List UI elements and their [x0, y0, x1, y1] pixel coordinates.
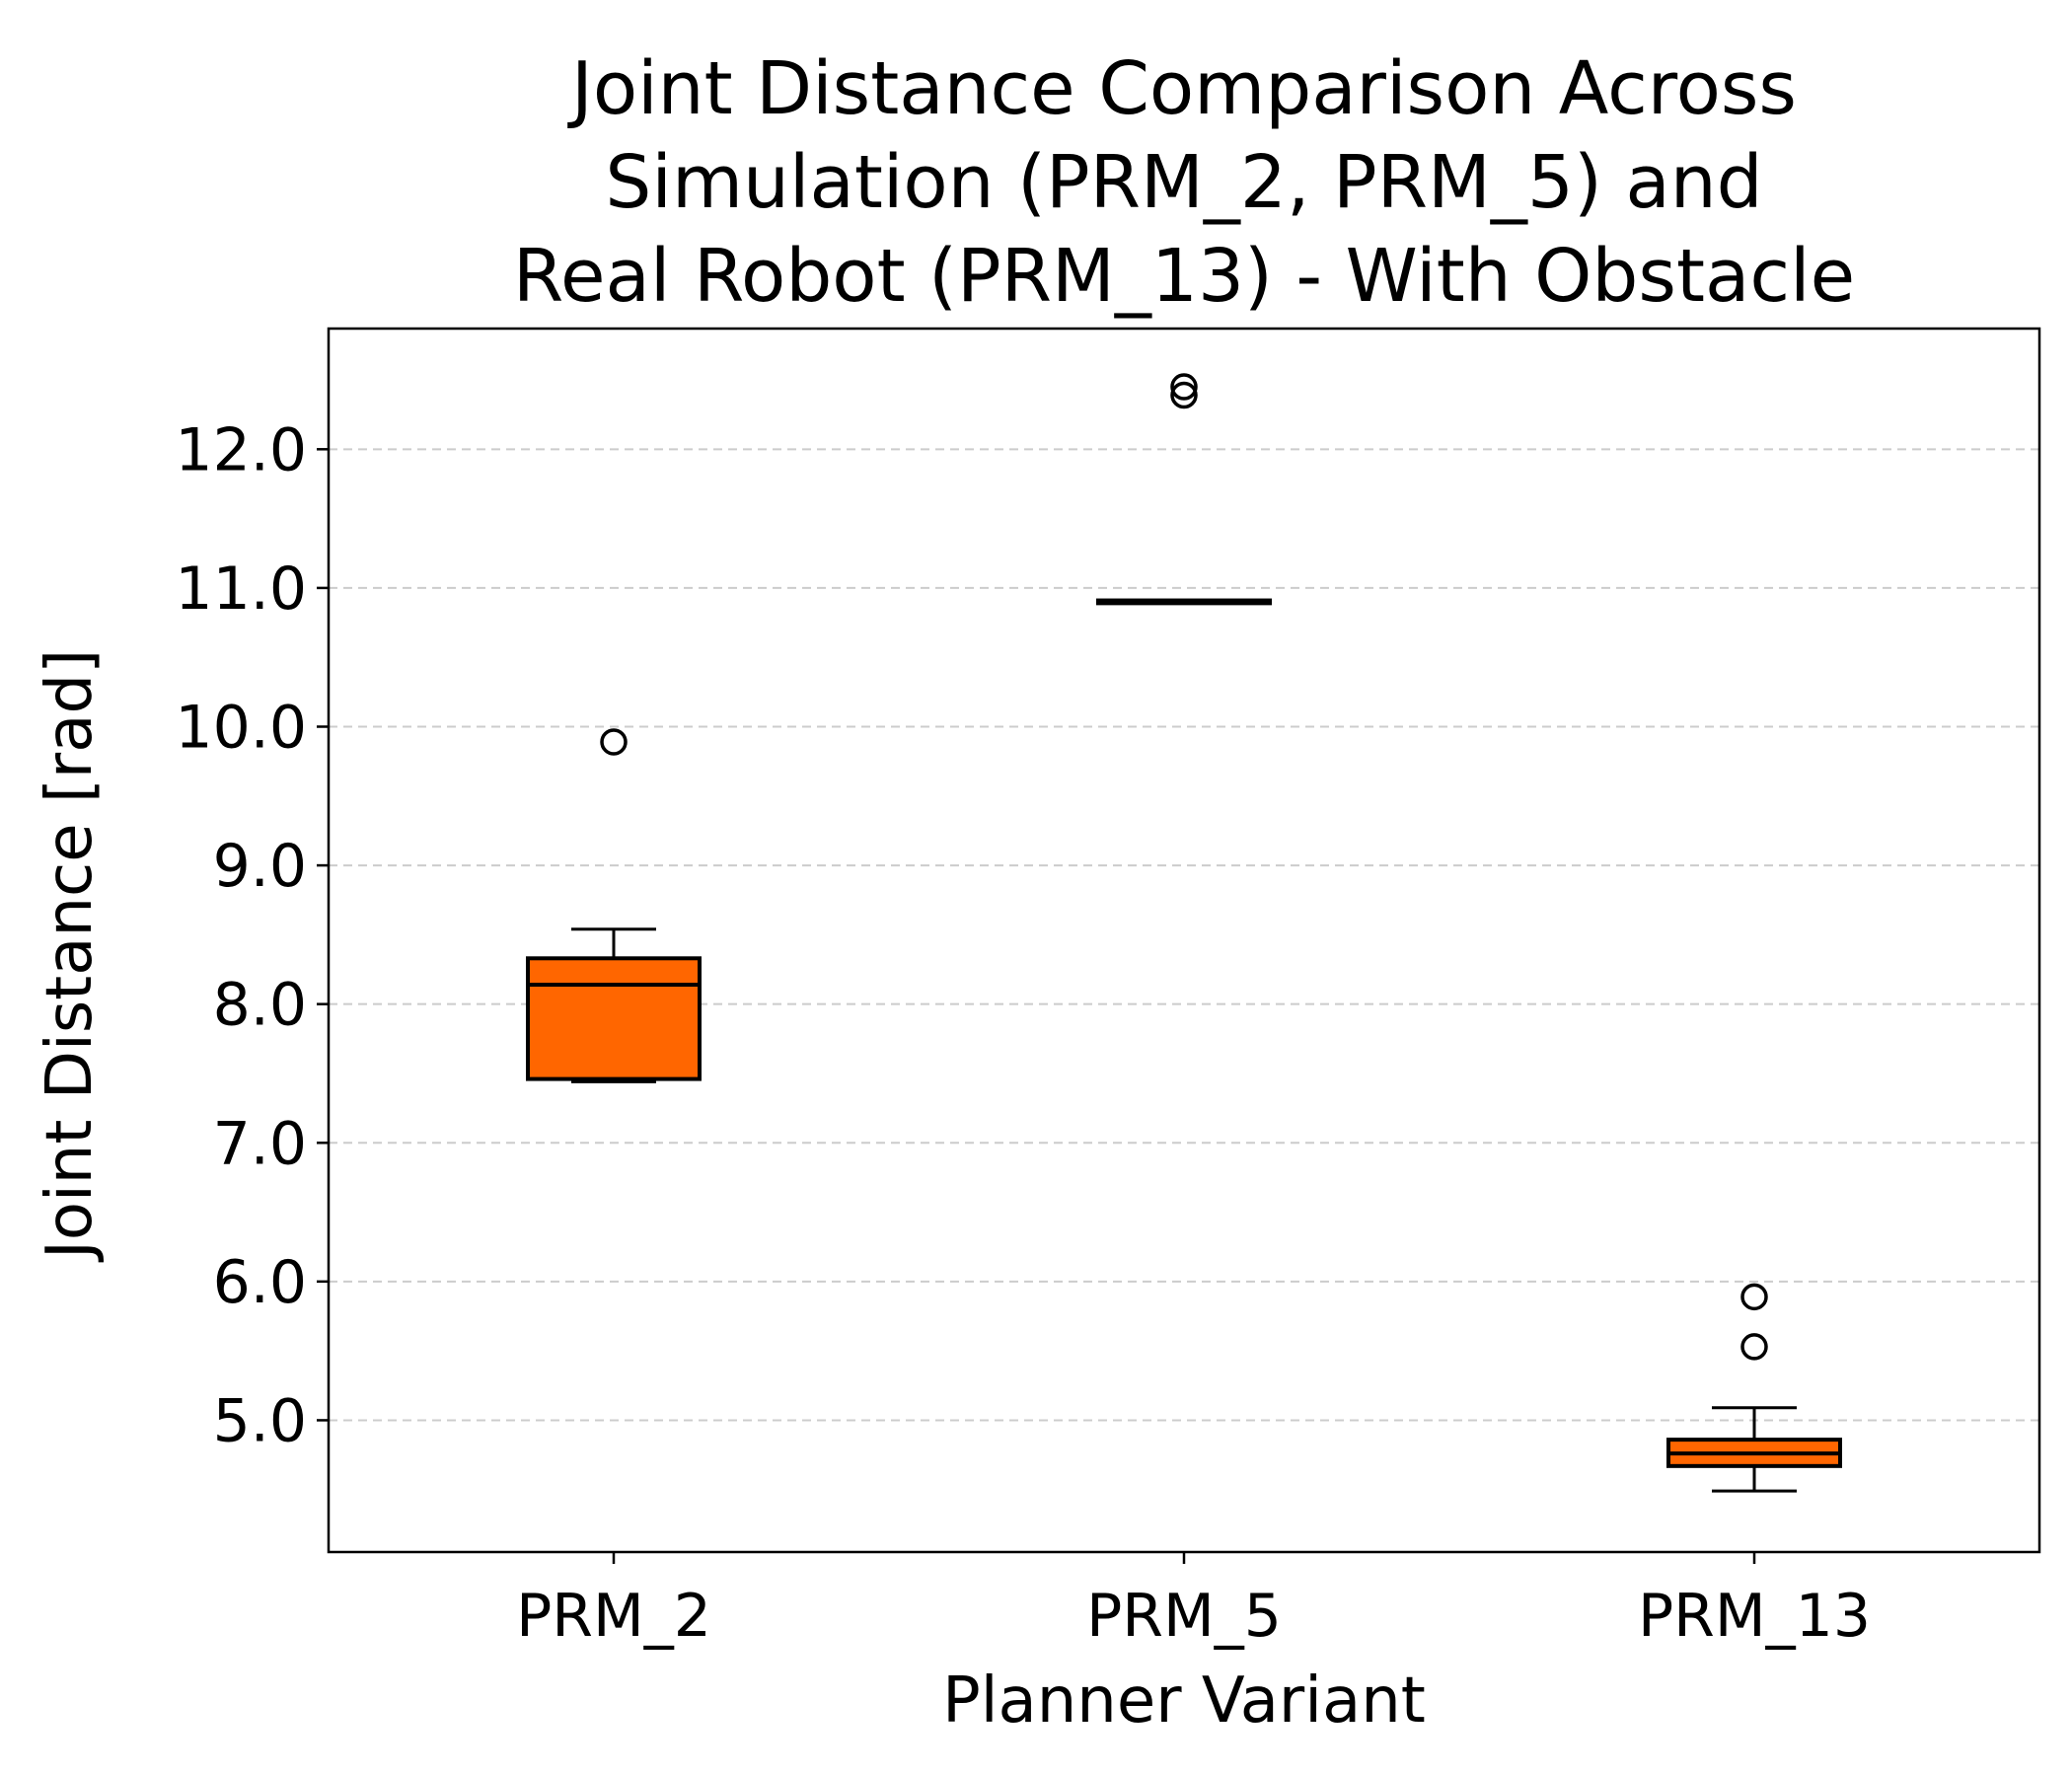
x-axis-label: Planner Variant [942, 1665, 1426, 1738]
y-tick-label: 6.0 [213, 1248, 307, 1317]
y-gridlines [329, 448, 2039, 1422]
x-tick-label: PRM_5 [1086, 1582, 1282, 1651]
outlier-point [1170, 373, 1198, 401]
outlier-point [1170, 381, 1198, 409]
plot-area [526, 373, 1842, 1493]
y-tick-label: 11.0 [175, 555, 307, 624]
y-axis-label: Joint Distance [rad] [34, 649, 107, 1263]
y-tick-label: 12.0 [175, 415, 307, 484]
x-tick-label: PRM_13 [1638, 1582, 1871, 1651]
y-tick-label: 10.0 [175, 693, 307, 762]
y-tick-label: 9.0 [213, 832, 307, 901]
chart-title-line-3: Real Robot (PRM_13) - With Obstacle [513, 234, 1855, 319]
outlier-point [1740, 1283, 1768, 1311]
chart-title-line-1: Joint Distance Comparison Across [567, 46, 1797, 131]
y-tick-label: 8.0 [213, 971, 307, 1040]
y-tick-label: 7.0 [213, 1109, 307, 1178]
outlier-point [600, 728, 628, 756]
x-tick-label: PRM_2 [516, 1582, 711, 1651]
y-tick-label: 5.0 [213, 1386, 307, 1455]
outlier-point [1740, 1333, 1768, 1361]
box-group-prm-13 [1666, 1283, 1842, 1493]
chart-title: Joint Distance Comparison Across Simulat… [513, 46, 1855, 319]
box-group-prm-5 [1096, 373, 1272, 606]
chart-title-line-2: Simulation (PRM_2, PRM_5) and [605, 140, 1762, 225]
box-group-prm-2 [526, 728, 702, 1083]
axes: 5.0 6.0 7.0 8.0 9.0 10.0 11.0 12.0 PRM_2 PRM_5 PRM… [175, 327, 2041, 1651]
plot-frame [327, 327, 2041, 1554]
box-iqr [526, 956, 702, 1081]
